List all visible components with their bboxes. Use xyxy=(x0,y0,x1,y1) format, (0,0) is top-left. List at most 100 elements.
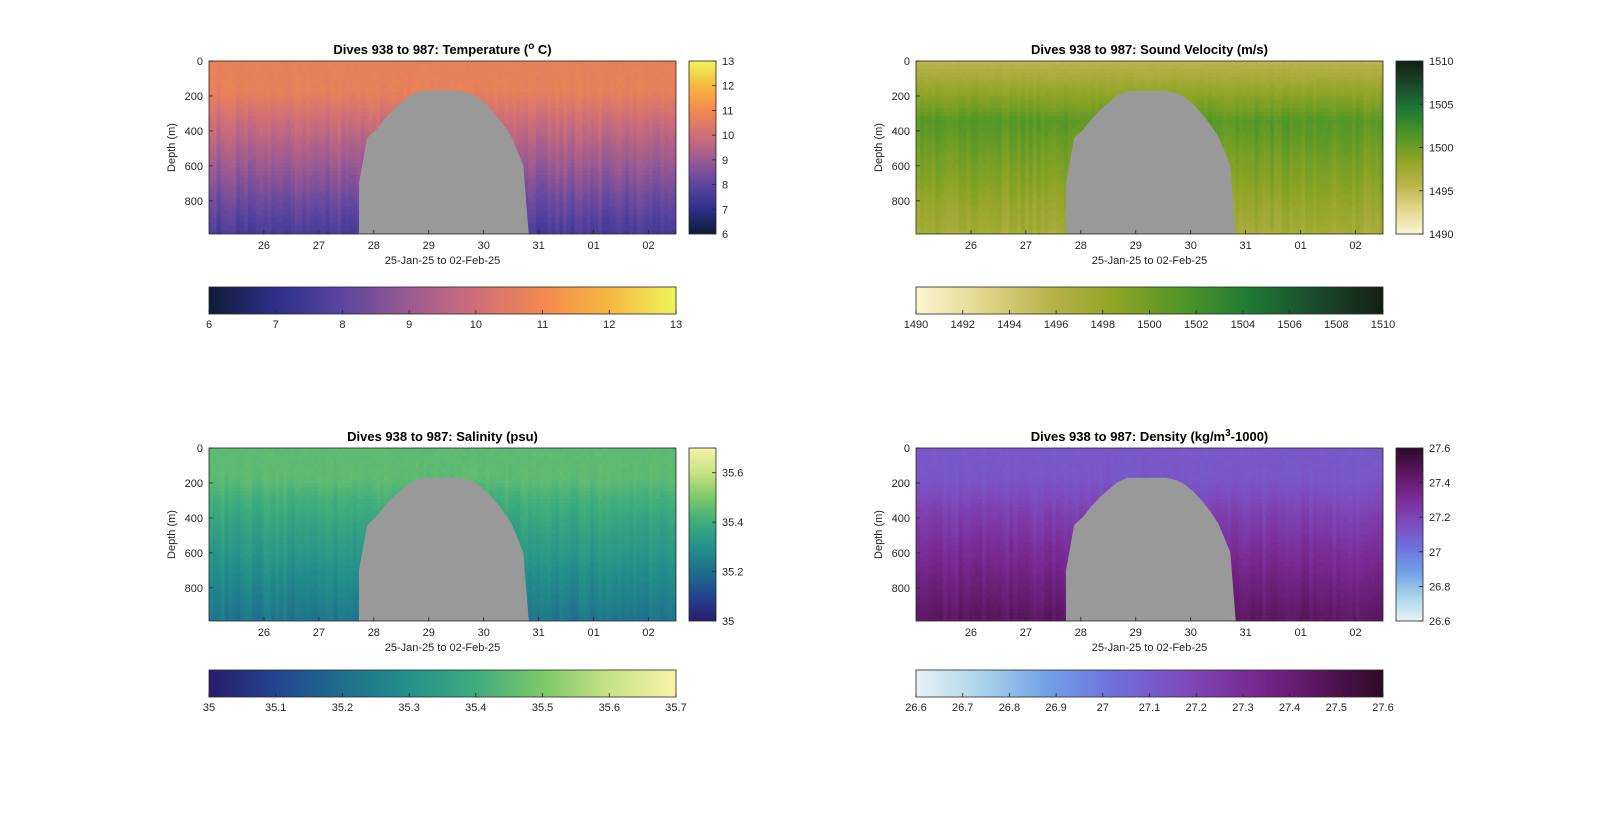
heatmap-cell xyxy=(524,155,529,160)
heatmap-cell xyxy=(228,178,233,184)
heatmap-cell xyxy=(341,131,346,137)
heatmap-cell xyxy=(551,222,556,227)
heatmap-cell xyxy=(302,190,307,196)
heatmap-cell xyxy=(275,226,280,231)
heatmap-cell xyxy=(325,151,331,156)
heatmap-cell xyxy=(209,100,214,105)
heatmap-cell xyxy=(267,210,272,215)
heatmap-cell xyxy=(547,178,553,184)
heatmap-cell xyxy=(232,182,237,188)
heatmap-cell xyxy=(590,214,595,219)
heatmap-cell xyxy=(209,178,214,184)
heatmap-cell xyxy=(259,202,265,208)
heatmap-cell xyxy=(528,206,533,212)
heatmap-cell xyxy=(349,84,354,90)
heatmap-cell xyxy=(247,202,253,208)
heatmap-cell xyxy=(461,76,467,82)
heatmap-cell xyxy=(621,171,627,176)
heatmap-cell xyxy=(602,222,607,227)
heatmap-cell xyxy=(356,68,362,74)
heatmap-cell xyxy=(267,112,272,117)
heatmap-cell xyxy=(329,104,335,109)
heatmap-cell xyxy=(543,147,549,153)
heatmap-cell xyxy=(345,84,350,90)
heatmap-cell xyxy=(232,178,237,184)
heatmap-cell xyxy=(209,61,214,66)
heatmap-cell xyxy=(247,182,253,188)
heatmap-cell xyxy=(563,186,568,192)
heatmap-cell xyxy=(279,108,284,113)
heatmap-cell xyxy=(314,112,319,117)
heatmap-cell xyxy=(282,151,288,156)
heatmap-cell xyxy=(598,143,603,149)
heatmap-cell xyxy=(333,116,339,121)
heatmap-cell xyxy=(267,151,272,156)
heatmap-cell xyxy=(594,182,599,188)
heatmap-cell xyxy=(275,171,280,176)
heatmap-cell xyxy=(602,182,607,188)
heatmap-cell xyxy=(477,61,483,66)
heatmap-cell xyxy=(637,151,642,156)
heatmap-cell xyxy=(539,151,545,156)
heatmap-cell xyxy=(539,84,545,90)
heatmap-cell xyxy=(559,175,564,180)
heatmap-cell xyxy=(216,72,222,78)
heatmap-cell xyxy=(516,143,521,149)
heatmap-cell xyxy=(329,92,335,97)
heatmap-cell xyxy=(399,84,405,90)
heatmap-cell xyxy=(442,64,447,70)
heatmap-cell xyxy=(528,226,533,231)
heatmap-cell xyxy=(640,155,646,160)
heatmap-cell xyxy=(341,64,346,70)
heatmap-cell xyxy=(310,96,315,101)
heatmap-cell xyxy=(578,143,584,149)
heatmap-cell xyxy=(539,159,545,164)
heatmap-cell xyxy=(341,214,346,219)
heatmap-cell xyxy=(294,222,300,227)
heatmap-cell xyxy=(570,123,576,129)
heatmap-cell xyxy=(209,186,214,192)
heatmap-cell xyxy=(232,171,237,176)
heatmap-cell xyxy=(602,214,607,219)
heatmap-cell xyxy=(333,210,339,215)
heatmap-cell xyxy=(543,139,549,145)
heatmap-cell xyxy=(535,190,541,196)
heatmap-cell xyxy=(329,84,335,90)
heatmap-cell xyxy=(255,61,261,66)
heatmap-cell xyxy=(524,104,529,109)
heatmap-cell xyxy=(286,210,292,215)
heatmap-cell xyxy=(403,61,409,66)
heatmap-cell xyxy=(290,61,296,66)
heatmap-cell xyxy=(586,190,591,196)
heatmap-cell xyxy=(586,68,591,74)
heatmap-cell xyxy=(228,206,233,212)
heatmap-cell xyxy=(532,198,537,204)
heatmap-cell xyxy=(244,61,249,66)
heatmap-cell xyxy=(279,194,284,200)
heatmap-cell xyxy=(590,84,595,90)
heatmap-cell xyxy=(341,84,346,90)
heatmap-cell xyxy=(391,104,397,109)
heatmap-cell xyxy=(411,80,416,86)
heatmap-cell xyxy=(352,112,358,117)
heatmap-cell xyxy=(372,127,377,133)
heatmap-cell xyxy=(314,131,319,137)
heatmap-cell xyxy=(294,155,300,160)
heatmap-cell xyxy=(216,131,222,137)
heatmap-cell xyxy=(294,143,300,149)
heatmap-cell xyxy=(267,119,272,125)
heatmap-cell xyxy=(648,116,654,121)
heatmap-cell xyxy=(232,226,237,231)
heatmap-cell xyxy=(516,80,521,86)
heatmap-cell xyxy=(543,61,549,66)
heatmap-cell xyxy=(399,61,405,66)
heatmap-cell xyxy=(516,92,521,97)
heatmap-cell xyxy=(271,194,276,200)
heatmap-cell xyxy=(341,147,346,153)
heatmap-cell xyxy=(325,92,331,97)
heatmap-cell xyxy=(621,76,627,82)
heatmap-cell xyxy=(349,171,354,176)
heatmap-cell xyxy=(251,84,257,90)
heatmap-cell xyxy=(255,64,261,70)
heatmap-cell xyxy=(516,72,521,78)
